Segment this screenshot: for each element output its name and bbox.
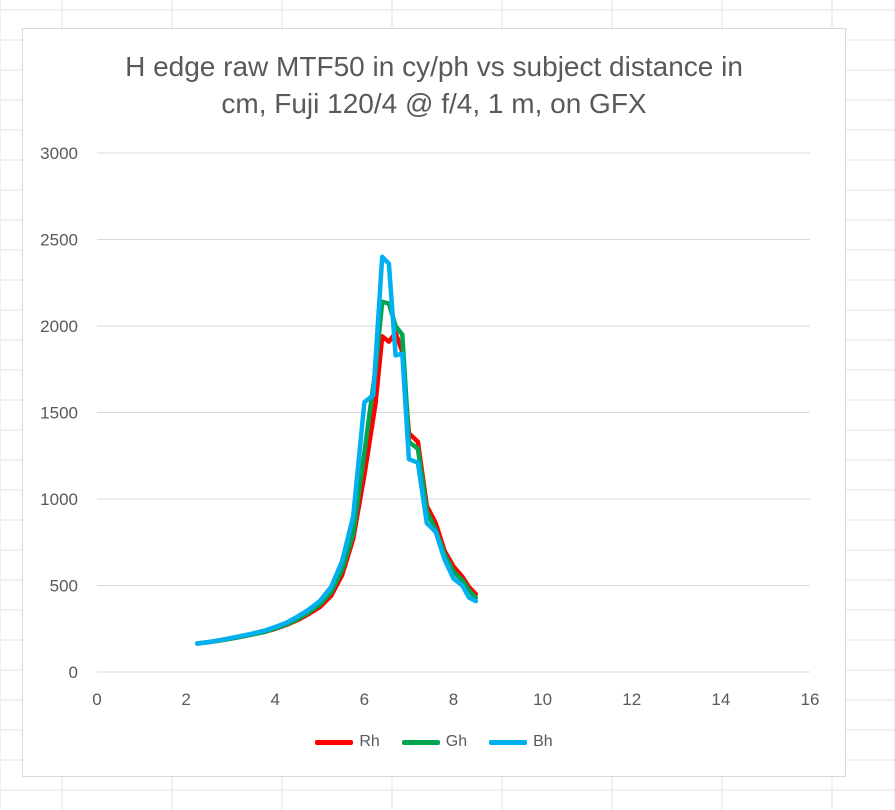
legend-item-gh[interactable]: Gh xyxy=(401,733,468,751)
y-tick-label: 0 xyxy=(69,663,78,682)
series-line-gh[interactable] xyxy=(195,299,479,646)
series-line-rh[interactable] xyxy=(195,330,479,646)
x-tick-label: 14 xyxy=(711,690,730,709)
legend-label: Rh xyxy=(359,733,380,750)
x-tick-label: 8 xyxy=(449,690,458,709)
y-tick-label: 1500 xyxy=(40,404,78,423)
x-tick-label: 4 xyxy=(271,690,280,709)
legend-label: Bh xyxy=(533,733,553,750)
legend-swatch xyxy=(401,739,440,745)
legend-item-bh[interactable]: Bh xyxy=(489,733,553,751)
x-tick-label: 16 xyxy=(801,690,820,709)
legend-swatch xyxy=(489,739,528,745)
x-tick-label: 10 xyxy=(533,690,552,709)
y-tick-label: 500 xyxy=(50,577,78,596)
x-tick-label: 12 xyxy=(622,690,641,709)
legend-swatch xyxy=(315,739,354,745)
y-tick-label: 2500 xyxy=(40,231,78,250)
y-tick-label: 1000 xyxy=(40,490,78,509)
chart-legend[interactable]: Rh Gh Bh xyxy=(22,733,846,751)
chart-title-line-1: H edge raw MTF50 in cy/ph vs subject dis… xyxy=(125,51,743,82)
chart-title[interactable]: H edge raw MTF50 in cy/ph vs subject dis… xyxy=(22,48,846,122)
chart-title-line-2: cm, Fuji 120/4 @ f/4, 1 m, on GFX xyxy=(221,88,647,119)
x-tick-label: 2 xyxy=(181,690,190,709)
y-tick-label: 2000 xyxy=(40,317,78,336)
y-tick-label: 3000 xyxy=(40,144,78,163)
legend-label: Gh xyxy=(445,733,468,750)
series-line-bh[interactable] xyxy=(195,254,479,646)
x-tick-label: 0 xyxy=(92,690,101,709)
legend-item-rh[interactable]: Rh xyxy=(315,733,380,751)
x-tick-label: 6 xyxy=(360,690,369,709)
